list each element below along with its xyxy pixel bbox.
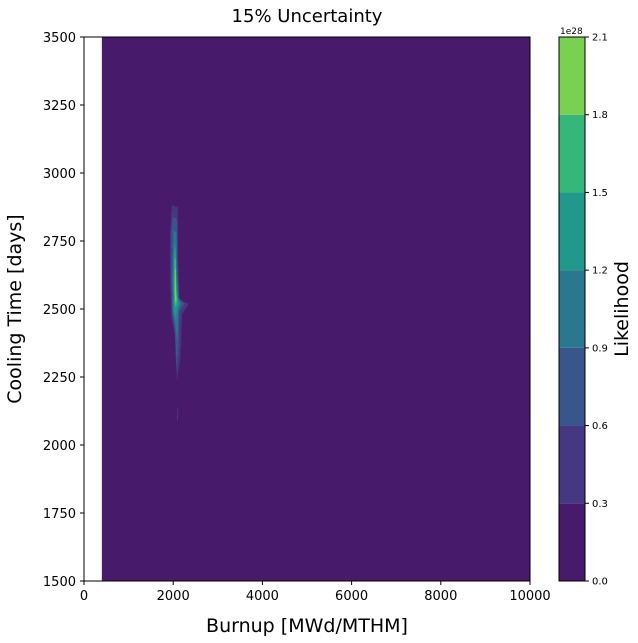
y-tick-label: 3250 [43, 99, 76, 114]
plot-area [101, 37, 530, 581]
colorbar-tick-label: 1.8 [592, 110, 608, 121]
y-tick-label: 2250 [43, 371, 76, 386]
y-tick-label: 2500 [43, 303, 76, 318]
colorbar-tick-label: 0.6 [592, 421, 608, 432]
colorbar-multiplier: 1e28 [560, 27, 583, 37]
colorbar-tick-label: 2.1 [592, 33, 608, 44]
x-axis: 0 2000 4000 6000 8000 10000 [80, 581, 551, 604]
base-contour-fill [101, 37, 530, 581]
colorbar-tick-label: 1.5 [592, 188, 608, 199]
x-tick-label: 4000 [246, 589, 279, 604]
likelihood-contours [170, 205, 189, 421]
y-tick-label: 3000 [43, 167, 76, 182]
colorbar: 0.0 0.3 0.6 0.9 1.2 1.5 1.8 2.1 [558, 33, 608, 588]
colorbar-tick-label: 1.2 [592, 266, 608, 277]
x-tick-label: 6000 [335, 589, 368, 604]
colorbar-segment [559, 503, 585, 581]
contour-region-5 [174, 268, 177, 304]
colorbar-label: Likelihood [611, 261, 633, 357]
y-tick-label: 2750 [43, 235, 76, 250]
y-tick-label: 3500 [43, 31, 76, 46]
colorbar-tick-label: 0.0 [592, 577, 608, 588]
colorbar-segment [559, 37, 585, 115]
colorbar-frame [558, 36, 586, 582]
x-tick-label: 0 [80, 589, 88, 604]
x-tick-label: 8000 [424, 589, 457, 604]
x-axis-label: Burnup [MWd/MTHM] [206, 615, 408, 637]
y-tick-label: 1750 [43, 507, 76, 522]
colorbar-segment [559, 192, 585, 271]
colorbar-segment [559, 425, 585, 504]
y-tick-label: 1500 [43, 575, 76, 590]
colorbar-tick-label: 0.3 [592, 499, 608, 510]
chart-title: 15% Uncertainty [232, 6, 383, 27]
y-axis: 1500 1750 2000 2250 2500 2750 3000 3250 3500 [43, 31, 84, 590]
contour-region-6 [177, 408, 178, 421]
y-tick-label: 2000 [43, 439, 76, 454]
colorbar-segment [559, 270, 585, 348]
x-tick-label: 2000 [157, 589, 190, 604]
colorbar-tick-label: 0.9 [592, 343, 608, 354]
colorbar-segment [559, 114, 585, 193]
x-tick-label: 10000 [509, 589, 550, 604]
y-axis-label: Cooling Time [days] [4, 214, 26, 403]
colorbar-segment [559, 347, 585, 426]
